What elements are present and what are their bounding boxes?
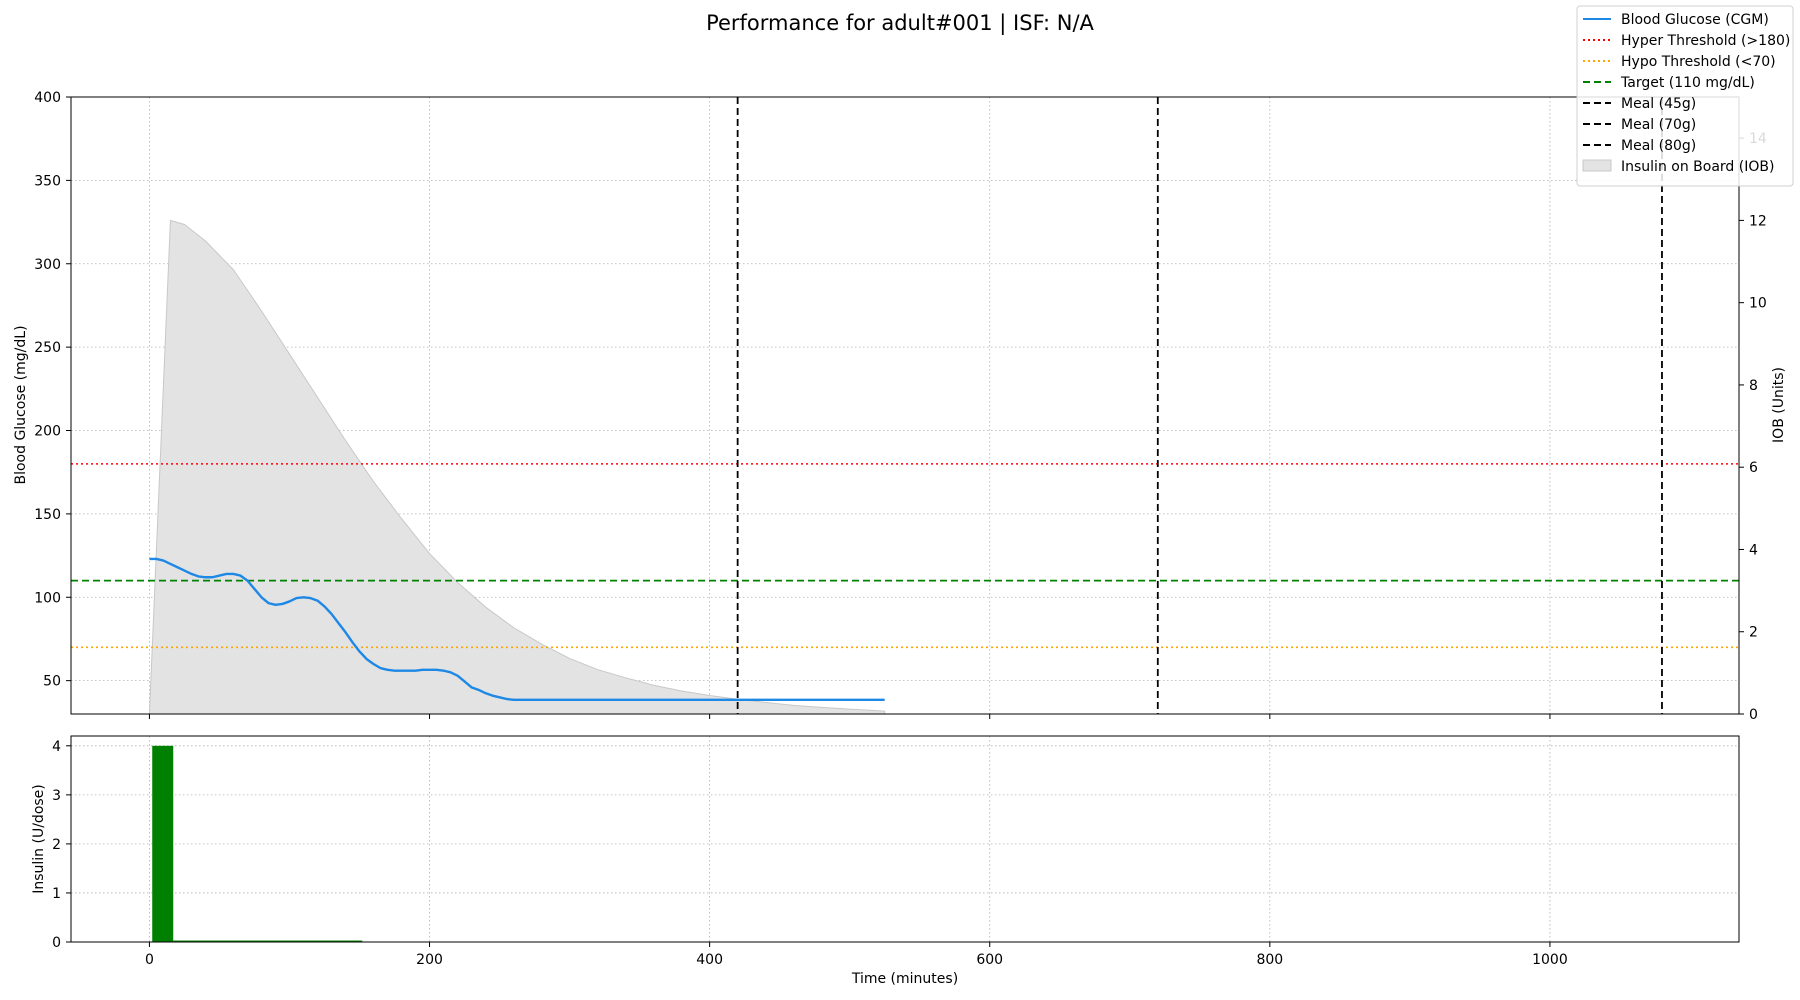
y-right-tick-label: 2	[1749, 625, 1758, 641]
y-tick-label: 400	[34, 90, 61, 106]
insulin-y-tick-label: 0	[52, 935, 61, 951]
main-grid	[71, 96, 1739, 714]
legend-label: Meal (45g)	[1621, 96, 1696, 112]
main-y-ticks: 50 100 150 200 250 300 350 400	[34, 90, 71, 690]
y-right-tick-label: 10	[1749, 296, 1767, 312]
blood-glucose-layer	[149, 557, 885, 702]
insulin-y-ticks: 0 1 2 3 4	[52, 739, 71, 951]
insulin-y-tick-label: 1	[52, 886, 61, 902]
insulin-y-tick-label: 2	[52, 837, 61, 853]
insulin-plot-frame	[70, 735, 1740, 943]
y-tick-label: 50	[43, 674, 61, 690]
legend-label: Insulin on Board (IOB)	[1621, 159, 1774, 175]
x-tick-label: 1000	[1532, 952, 1568, 968]
x-tick-label: 400	[696, 952, 723, 968]
main-x-ticks	[148, 714, 1551, 719]
insulin-x-ticks: 0 200 400 600 800 1000	[145, 942, 1568, 968]
main-y-right-axis-label: IOB (Units)	[1771, 367, 1787, 443]
legend: Blood Glucose (CGM) Hyper Threshold (>180…	[1576, 5, 1794, 187]
x-tick-label: 600	[976, 952, 1003, 968]
y-right-tick-label: 12	[1749, 213, 1767, 229]
y-tick-label: 200	[34, 424, 61, 440]
y-right-tick-label: 4	[1749, 542, 1758, 558]
x-tick-label: 200	[416, 952, 443, 968]
insulin-bars	[152, 745, 363, 942]
legend-label: Meal (70g)	[1621, 117, 1696, 133]
y-tick-label: 150	[34, 507, 61, 523]
blood-glucose-line	[149, 557, 885, 702]
insulin-bar	[173, 940, 363, 942]
main-y-axis-label: Blood Glucose (mg/dL)	[13, 325, 29, 484]
chart-title: Performance for adult#001 | ISF: N/A	[706, 11, 1094, 36]
legend-label: Blood Glucose (CGM)	[1621, 12, 1769, 28]
x-tick-label: 800	[1256, 952, 1283, 968]
legend-label: Hypo Threshold (<70)	[1621, 54, 1776, 70]
x-axis-label: Time (minutes)	[851, 971, 958, 987]
insulin-y-axis-label: Insulin (U/dose)	[31, 784, 47, 894]
y-right-tick-label: 0	[1749, 707, 1758, 723]
y-tick-label: 100	[34, 590, 61, 606]
insulin-y-tick-label: 3	[52, 788, 61, 804]
main-plot-frame	[70, 96, 1740, 715]
iob-area-layer	[148, 219, 886, 715]
legend-swatch	[1582, 159, 1612, 172]
legend-label: Hyper Threshold (>180)	[1621, 33, 1790, 49]
legend-label: Target (110 mg/dL)	[1620, 75, 1755, 91]
insulin-bar	[152, 745, 174, 942]
y-tick-label: 350	[34, 173, 61, 189]
y-tick-label: 300	[34, 257, 61, 273]
insulin-grid	[71, 736, 1739, 943]
legend-label: Meal (80g)	[1621, 138, 1696, 154]
legend-box	[1576, 5, 1794, 187]
y-right-tick-label: 6	[1749, 460, 1758, 476]
insulin-panel: 0 1 2 3 4 0 200 400 600 800 1000 Insulin (U/dose)…	[31, 735, 1740, 987]
x-tick-label: 0	[145, 952, 154, 968]
main-y-right-ticks: 02468101214	[1739, 131, 1767, 723]
iob-area	[148, 219, 886, 715]
y-tick-label: 250	[34, 340, 61, 356]
reference-lines	[71, 97, 1739, 714]
insulin-y-tick-label: 4	[52, 739, 61, 755]
y-right-tick-label: 8	[1749, 378, 1758, 394]
